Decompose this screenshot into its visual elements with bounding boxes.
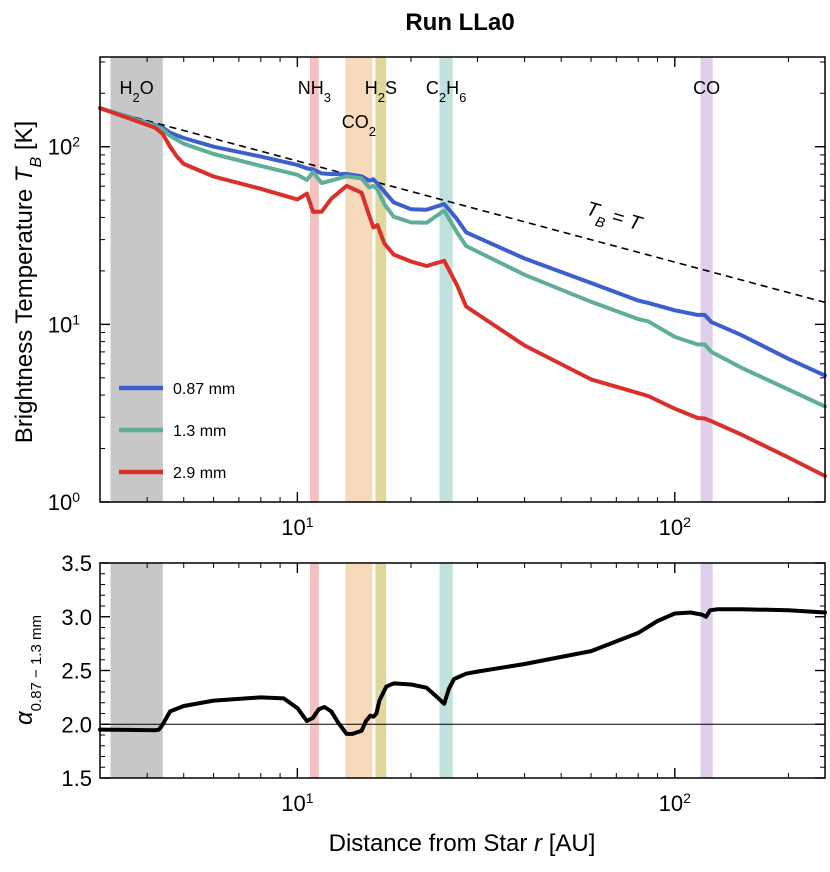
band-co-bottom <box>700 563 713 778</box>
band-label-nh3: NH3 <box>298 78 331 105</box>
series-line-0 <box>98 106 827 378</box>
top-bands <box>110 57 713 502</box>
top-y-axis-label: Brightness Temperature TB [K] <box>11 121 45 443</box>
top-ytick-label: 101 <box>48 311 80 337</box>
tb-equals-t-label: TB = T <box>582 198 646 242</box>
bottom-ytick-label: 2.5 <box>61 659 92 684</box>
bottom-series <box>98 607 827 736</box>
band-c2h6-top <box>439 57 453 502</box>
bottom-xtick-label: 101 <box>281 790 313 816</box>
top-reference-line <box>99 107 826 304</box>
band-c2h6-bottom <box>439 563 453 778</box>
x-axis-label: Distance from Star r [AU] <box>329 830 596 857</box>
top-xtick-label: 102 <box>659 514 691 540</box>
top-panel: 100 101 102 101 102 H2O NH3 CO2 H2S C2H6 CO 0.87 … <box>11 56 827 540</box>
legend-label-0: 0.87 mm <box>173 381 235 398</box>
series-line-1 <box>98 106 827 409</box>
bottom-panel: 1.5 2.0 2.5 3.0 3.5 101 102 α0.87 − 1.3 mm Dis… <box>11 551 827 857</box>
bottom-y-axis-label: α0.87 − 1.3 mm <box>11 615 45 725</box>
band-h2s-top <box>375 57 387 502</box>
band-label-co2: CO2 <box>342 112 376 139</box>
bottom-ytick-label: 2.0 <box>61 712 92 737</box>
band-co-top <box>700 57 713 502</box>
band-co2-top <box>345 57 373 502</box>
top-series <box>98 106 827 478</box>
band-co2-bottom <box>345 563 373 778</box>
bottom-bands <box>110 563 713 778</box>
chart-title: Run LLa0 <box>405 9 514 36</box>
band-label-co: CO <box>693 78 720 98</box>
band-labels: H2O NH3 CO2 H2S C2H6 CO <box>120 78 721 139</box>
band-h2o-bottom <box>110 563 163 778</box>
reference-line-label: TB = T <box>582 198 646 242</box>
bottom-plot-frame <box>99 562 826 779</box>
bottom-ytick-label: 3.0 <box>61 605 92 630</box>
legend-label-2: 2.9 mm <box>173 465 226 482</box>
top-ytick-label: 100 <box>48 489 80 515</box>
alpha-series-line <box>98 607 827 736</box>
band-label-c2h6: C2H6 <box>426 78 466 105</box>
reference-line-tb-equals-t <box>99 107 826 304</box>
band-label-h2s: H2S <box>365 78 397 105</box>
legend: 0.87 mm 1.3 mm 2.9 mm <box>119 381 235 482</box>
band-label-h2o: H2O <box>120 78 154 105</box>
top-ytick-label: 102 <box>48 134 80 160</box>
bottom-xtick-label: 102 <box>659 790 691 816</box>
band-h2s-bottom <box>375 563 387 778</box>
top-xtick-label: 101 <box>281 514 313 540</box>
bottom-ytick-label: 1.5 <box>61 766 92 791</box>
bottom-ytick-label: 3.5 <box>61 551 92 576</box>
band-nh3-bottom <box>309 563 319 778</box>
series-line-2 <box>98 106 827 478</box>
top-plot-frame <box>99 56 826 503</box>
legend-label-1: 1.3 mm <box>173 423 226 440</box>
band-nh3-top <box>309 57 319 502</box>
